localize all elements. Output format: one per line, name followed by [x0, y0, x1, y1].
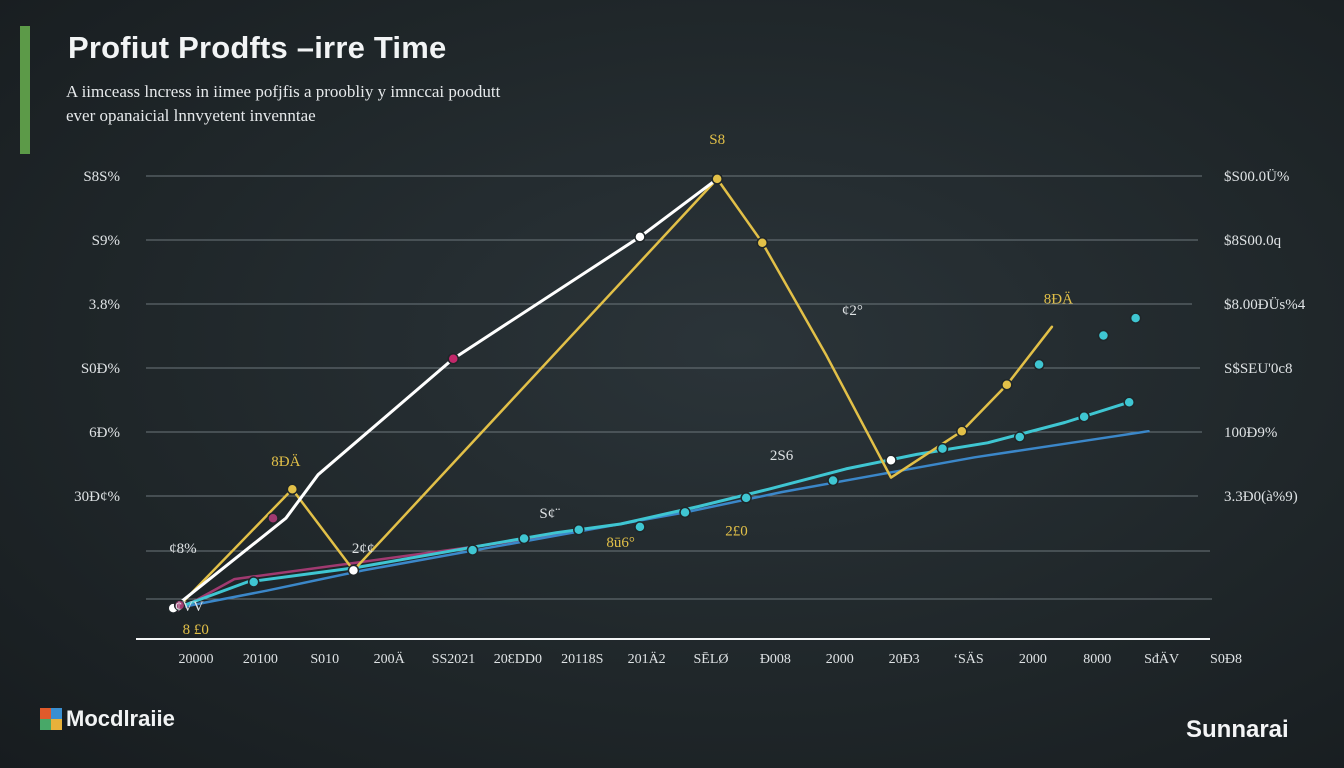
brand-logo-left: Mocdlraiie: [40, 706, 175, 732]
brand-name-left: Mocdlraiie: [66, 706, 175, 731]
data-point: [286, 483, 299, 495]
y-tick-label-right: 100Ð9%: [1224, 425, 1277, 441]
x-tick-label: 20Ð3: [889, 652, 920, 667]
x-tick-label: 20ƐDD0: [494, 652, 542, 667]
data-point: [1078, 410, 1090, 423]
y-tick-label-left: 30Ð¢%: [74, 489, 120, 505]
data-point: [173, 599, 186, 611]
y-tick-label-right: $8.00ÐÜs%4: [1224, 296, 1306, 313]
y-tick-label-right: $S00.0Ü%: [1224, 168, 1289, 185]
data-point: [634, 521, 646, 533]
data-label: S8: [709, 132, 725, 148]
data-point: [679, 506, 691, 519]
y-tick-label-left: S0Ð%: [81, 361, 120, 377]
brand-logo-right: Sunnarai: [1186, 716, 1289, 743]
x-tick-label: 2000: [826, 652, 854, 667]
data-label: ¢VV: [175, 599, 204, 615]
data-point: [956, 425, 968, 437]
x-tick-label: SđÄV: [1144, 650, 1179, 667]
y-tick-label-right: 3.3Ð0(à%9): [1224, 489, 1298, 505]
data-point: [1129, 312, 1142, 324]
x-tick-label: ‘SÄS: [953, 650, 983, 667]
x-tick-label: Ð008: [760, 652, 791, 667]
x-tick-label: 201Ä2: [628, 650, 666, 667]
data-point: [1033, 358, 1045, 371]
x-tick-label: S0Ð8: [1210, 652, 1242, 667]
y-tick-label-left: 3.8%: [89, 297, 120, 313]
series-line-gold: [178, 177, 1054, 607]
x-tick-label: 20100: [243, 652, 278, 667]
data-label: ¢8%: [169, 541, 197, 557]
y-tick-label-left: S8S%: [83, 169, 120, 185]
x-tick-label: SS2021: [432, 652, 476, 667]
data-point: [634, 231, 646, 243]
data-point: [447, 352, 459, 365]
data-point: [1123, 396, 1135, 408]
data-point: [1097, 329, 1110, 342]
data-point: [267, 512, 279, 524]
data-label: 8ÐÄ: [271, 453, 300, 470]
y-tick-label-left: S9%: [92, 233, 120, 249]
data-point: [1014, 431, 1026, 443]
data-point: [573, 524, 585, 536]
x-tick-label: SĒLØ: [694, 651, 729, 667]
x-tick-label: 2000: [1019, 652, 1047, 667]
data-label: 2¢¢: [352, 541, 375, 557]
logo-squares-icon: [40, 708, 62, 730]
data-label: S¢¨: [539, 506, 560, 522]
x-tick-label: S010: [310, 652, 339, 667]
data-point: [1001, 379, 1013, 391]
chart-subtitle: A iimceass lncress in iimee pofjfis a pr…: [66, 80, 500, 128]
data-label: 8ÐÄ: [1044, 291, 1073, 308]
data-label: 2S6: [770, 448, 794, 464]
x-tick-label: 20118S: [561, 652, 603, 667]
data-point: [756, 236, 768, 249]
data-label: 8ū6°: [606, 535, 635, 551]
data-point: [711, 173, 723, 185]
subtitle-line-1: A iimceass lncress in iimee pofjfis a pr…: [66, 82, 501, 101]
y-tick-label-right: $8S00.0q: [1224, 233, 1282, 249]
y-tick-label-right: S$SEU'0c8: [1224, 361, 1293, 377]
x-tick-label: 20000: [179, 652, 214, 667]
subtitle-line-2: ever opanaicial lnnvyetent invenntae: [66, 106, 316, 125]
y-tick-label-left: 6Ð%: [89, 425, 120, 441]
series-line-blue: [175, 429, 1150, 610]
series-line-teal: [174, 400, 1131, 610]
accent-bar: [20, 26, 30, 154]
data-point: [518, 532, 530, 545]
data-point: [466, 544, 479, 556]
data-point: [347, 564, 360, 577]
data-point: [247, 576, 260, 588]
chart-title: Profiut Prodfts –irre Time: [68, 30, 447, 65]
x-tick-label: 8000: [1083, 652, 1111, 667]
data-point: [827, 474, 839, 487]
series-line-white: [171, 177, 719, 610]
data-label: 2£0: [725, 524, 748, 540]
data-point: [936, 442, 949, 455]
data-point: [885, 454, 897, 466]
data-label: ¢2°: [842, 303, 863, 319]
x-tick-label: 200Ä: [374, 650, 406, 667]
data-point: [740, 492, 752, 504]
data-label: 8 £0: [183, 622, 209, 638]
